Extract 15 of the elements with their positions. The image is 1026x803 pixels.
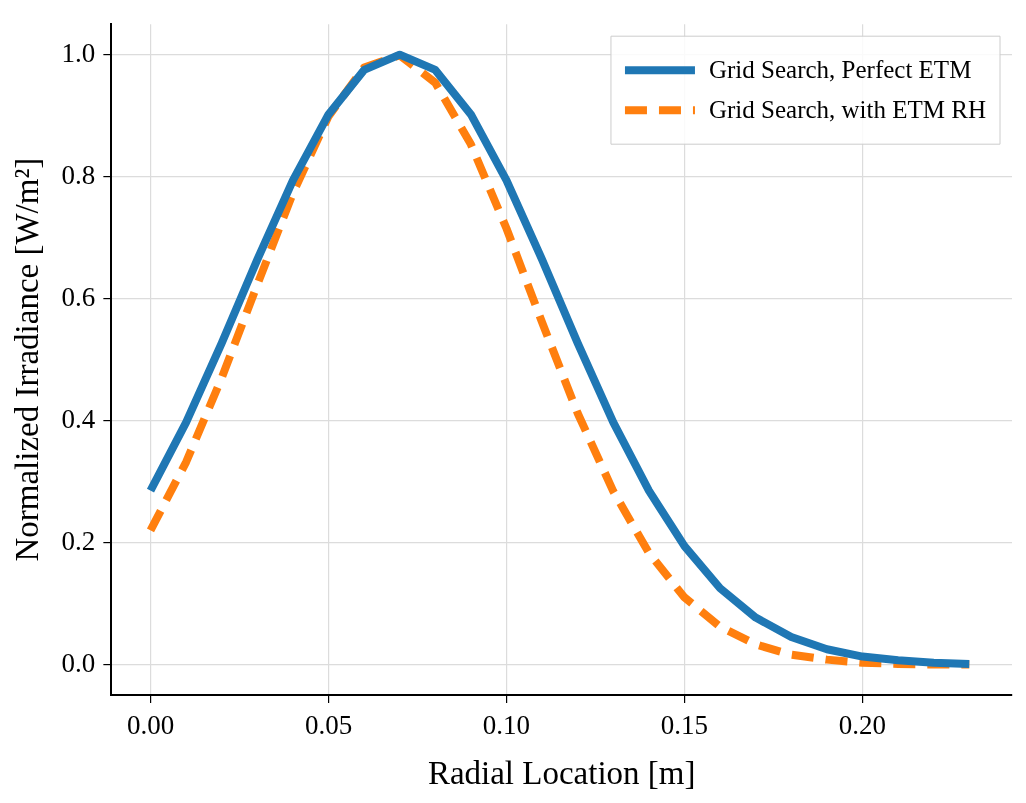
y-tick-label: 0.6 [61,281,96,312]
legend-label: Grid Search, Perfect ETM [708,55,972,83]
x-axis-title: Radial Location [m] [427,754,696,791]
legend-label: Grid Search, with ETM RH [708,95,987,123]
y-axis-title: Normalized Irradiance [W/m²] [9,157,46,562]
x-tick-label: 0.15 [660,710,709,741]
y-tick-label: 0.2 [61,525,96,556]
x-tick-label: 0.10 [482,710,531,741]
y-tick-label: 0.8 [61,159,96,190]
x-tick-label: 0.00 [126,710,175,741]
y-tick-label: 0.4 [61,403,96,434]
y-tick-label: 0.0 [61,647,96,678]
y-tick-label: 1.0 [61,37,96,68]
x-tick-label: 0.05 [304,710,353,741]
x-tick-label: 0.20 [838,710,887,741]
